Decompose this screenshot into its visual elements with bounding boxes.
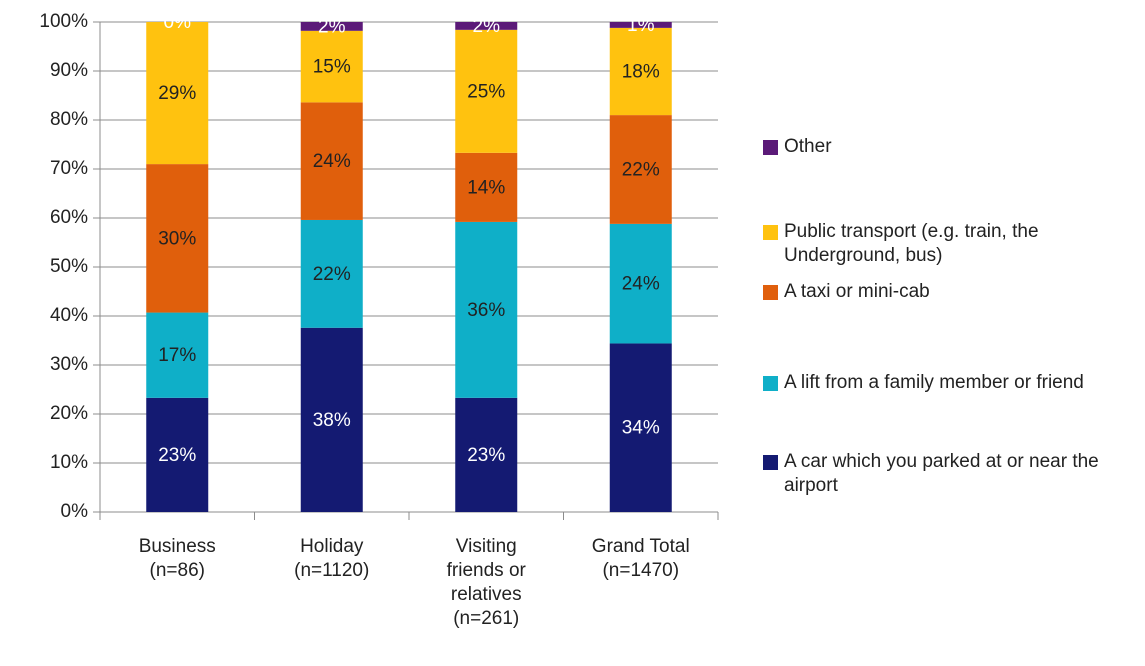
legend-swatch (763, 455, 778, 470)
bar-segment (609, 115, 672, 224)
bar-segment (146, 164, 209, 313)
bar-segment (455, 397, 518, 512)
data-label: 24% (313, 151, 351, 172)
data-label: 1% (627, 15, 655, 36)
data-label: 22% (313, 264, 351, 285)
data-label: 14% (467, 177, 505, 198)
data-label: 38% (313, 410, 351, 431)
data-label: 34% (622, 418, 660, 439)
y-tick-label: 60% (49, 207, 88, 228)
y-tick-label: 70% (49, 158, 88, 179)
data-label: 23% (158, 445, 196, 466)
bar-segment (455, 22, 518, 30)
bar-segment (455, 152, 518, 222)
x-tick-label: Holiday (n=1120) (294, 536, 370, 581)
legend-label: Public transport (e.g. train, the Underg… (784, 221, 1039, 266)
bar-segment (609, 22, 672, 28)
y-tick-label: 80% (49, 109, 88, 130)
legend-label: A car which you parked at or near the ai… (784, 451, 1099, 496)
bar-segment (455, 221, 518, 398)
x-tick-label: Business (n=86) (138, 536, 216, 581)
data-label: 18% (622, 62, 660, 83)
legend-label: Other (784, 136, 832, 157)
data-label: 29% (158, 83, 196, 104)
bar-segment (300, 30, 363, 103)
data-label: 0% (164, 12, 192, 33)
y-tick-label: 90% (49, 60, 88, 81)
bar-segment (609, 223, 672, 344)
data-label: 24% (622, 274, 660, 295)
y-tick-label: 0% (60, 501, 88, 522)
y-tick-label: 10% (49, 452, 88, 473)
data-label: 2% (473, 16, 501, 37)
data-label: 23% (467, 445, 505, 466)
bar-segment (146, 312, 209, 398)
data-label: 36% (467, 300, 505, 321)
bar-segment (300, 327, 363, 512)
legend-swatch (763, 225, 778, 240)
legend-swatch (763, 376, 778, 391)
y-tick-label: 100% (39, 11, 88, 32)
y-tick-label: 40% (49, 305, 88, 326)
legend-swatch (763, 140, 778, 155)
y-tick-label: 50% (49, 256, 88, 277)
legend-label: A lift from a family member or friend (784, 372, 1084, 393)
data-label: 17% (158, 345, 196, 366)
bar-segment (300, 102, 363, 220)
bar-segment (300, 219, 363, 328)
data-label: 2% (318, 16, 346, 37)
data-label: 22% (622, 160, 660, 181)
bar-segment (609, 27, 672, 116)
data-label: 15% (313, 57, 351, 78)
bar-segment (609, 343, 672, 512)
data-label: 25% (467, 81, 505, 102)
bar-segment (455, 29, 518, 153)
legend-swatch (763, 285, 778, 300)
bar-segment (300, 22, 363, 31)
y-tick-label: 20% (49, 403, 88, 424)
y-tick-label: 30% (49, 354, 88, 375)
data-label: 30% (158, 228, 196, 249)
bar-segment (146, 22, 209, 165)
x-tick-label: Grand Total (n=1470) (591, 536, 690, 581)
bar-segment (146, 397, 209, 512)
legend-label: A taxi or mini-cab (784, 281, 930, 302)
x-tick-label: Visiting friends or relatives (n=261) (446, 536, 526, 629)
